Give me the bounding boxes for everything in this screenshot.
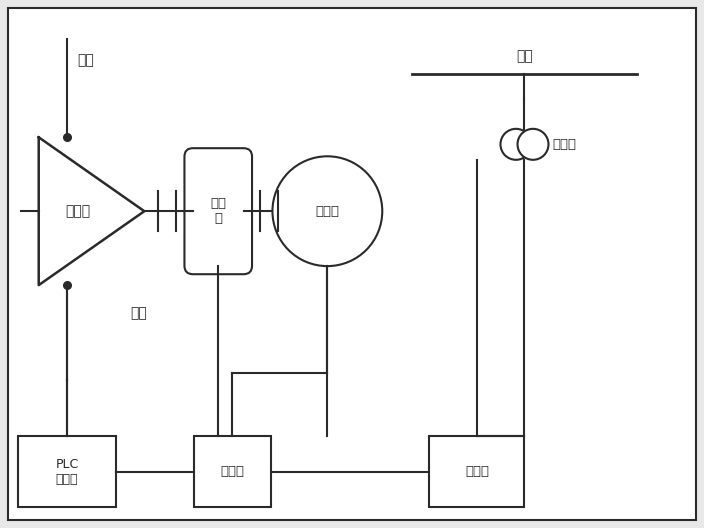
Circle shape (272, 156, 382, 266)
Text: 动力机: 动力机 (65, 204, 90, 218)
Text: 并网柜: 并网柜 (220, 465, 244, 478)
Text: PLC
控制柜: PLC 控制柜 (55, 458, 79, 486)
Circle shape (517, 129, 548, 160)
Circle shape (501, 129, 532, 160)
Text: 联络柜: 联络柜 (465, 465, 489, 478)
Bar (429, 437, 524, 507)
Bar (194, 437, 271, 507)
FancyBboxPatch shape (184, 148, 252, 274)
Text: 进汽: 进汽 (77, 53, 94, 67)
Text: 排汽: 排汽 (130, 306, 147, 320)
Text: 变压器: 变压器 (553, 138, 577, 151)
Text: 发电机: 发电机 (315, 205, 339, 218)
Text: 减速
机: 减速 机 (210, 197, 226, 225)
Text: 电网: 电网 (516, 49, 533, 63)
Bar (18, 437, 116, 507)
